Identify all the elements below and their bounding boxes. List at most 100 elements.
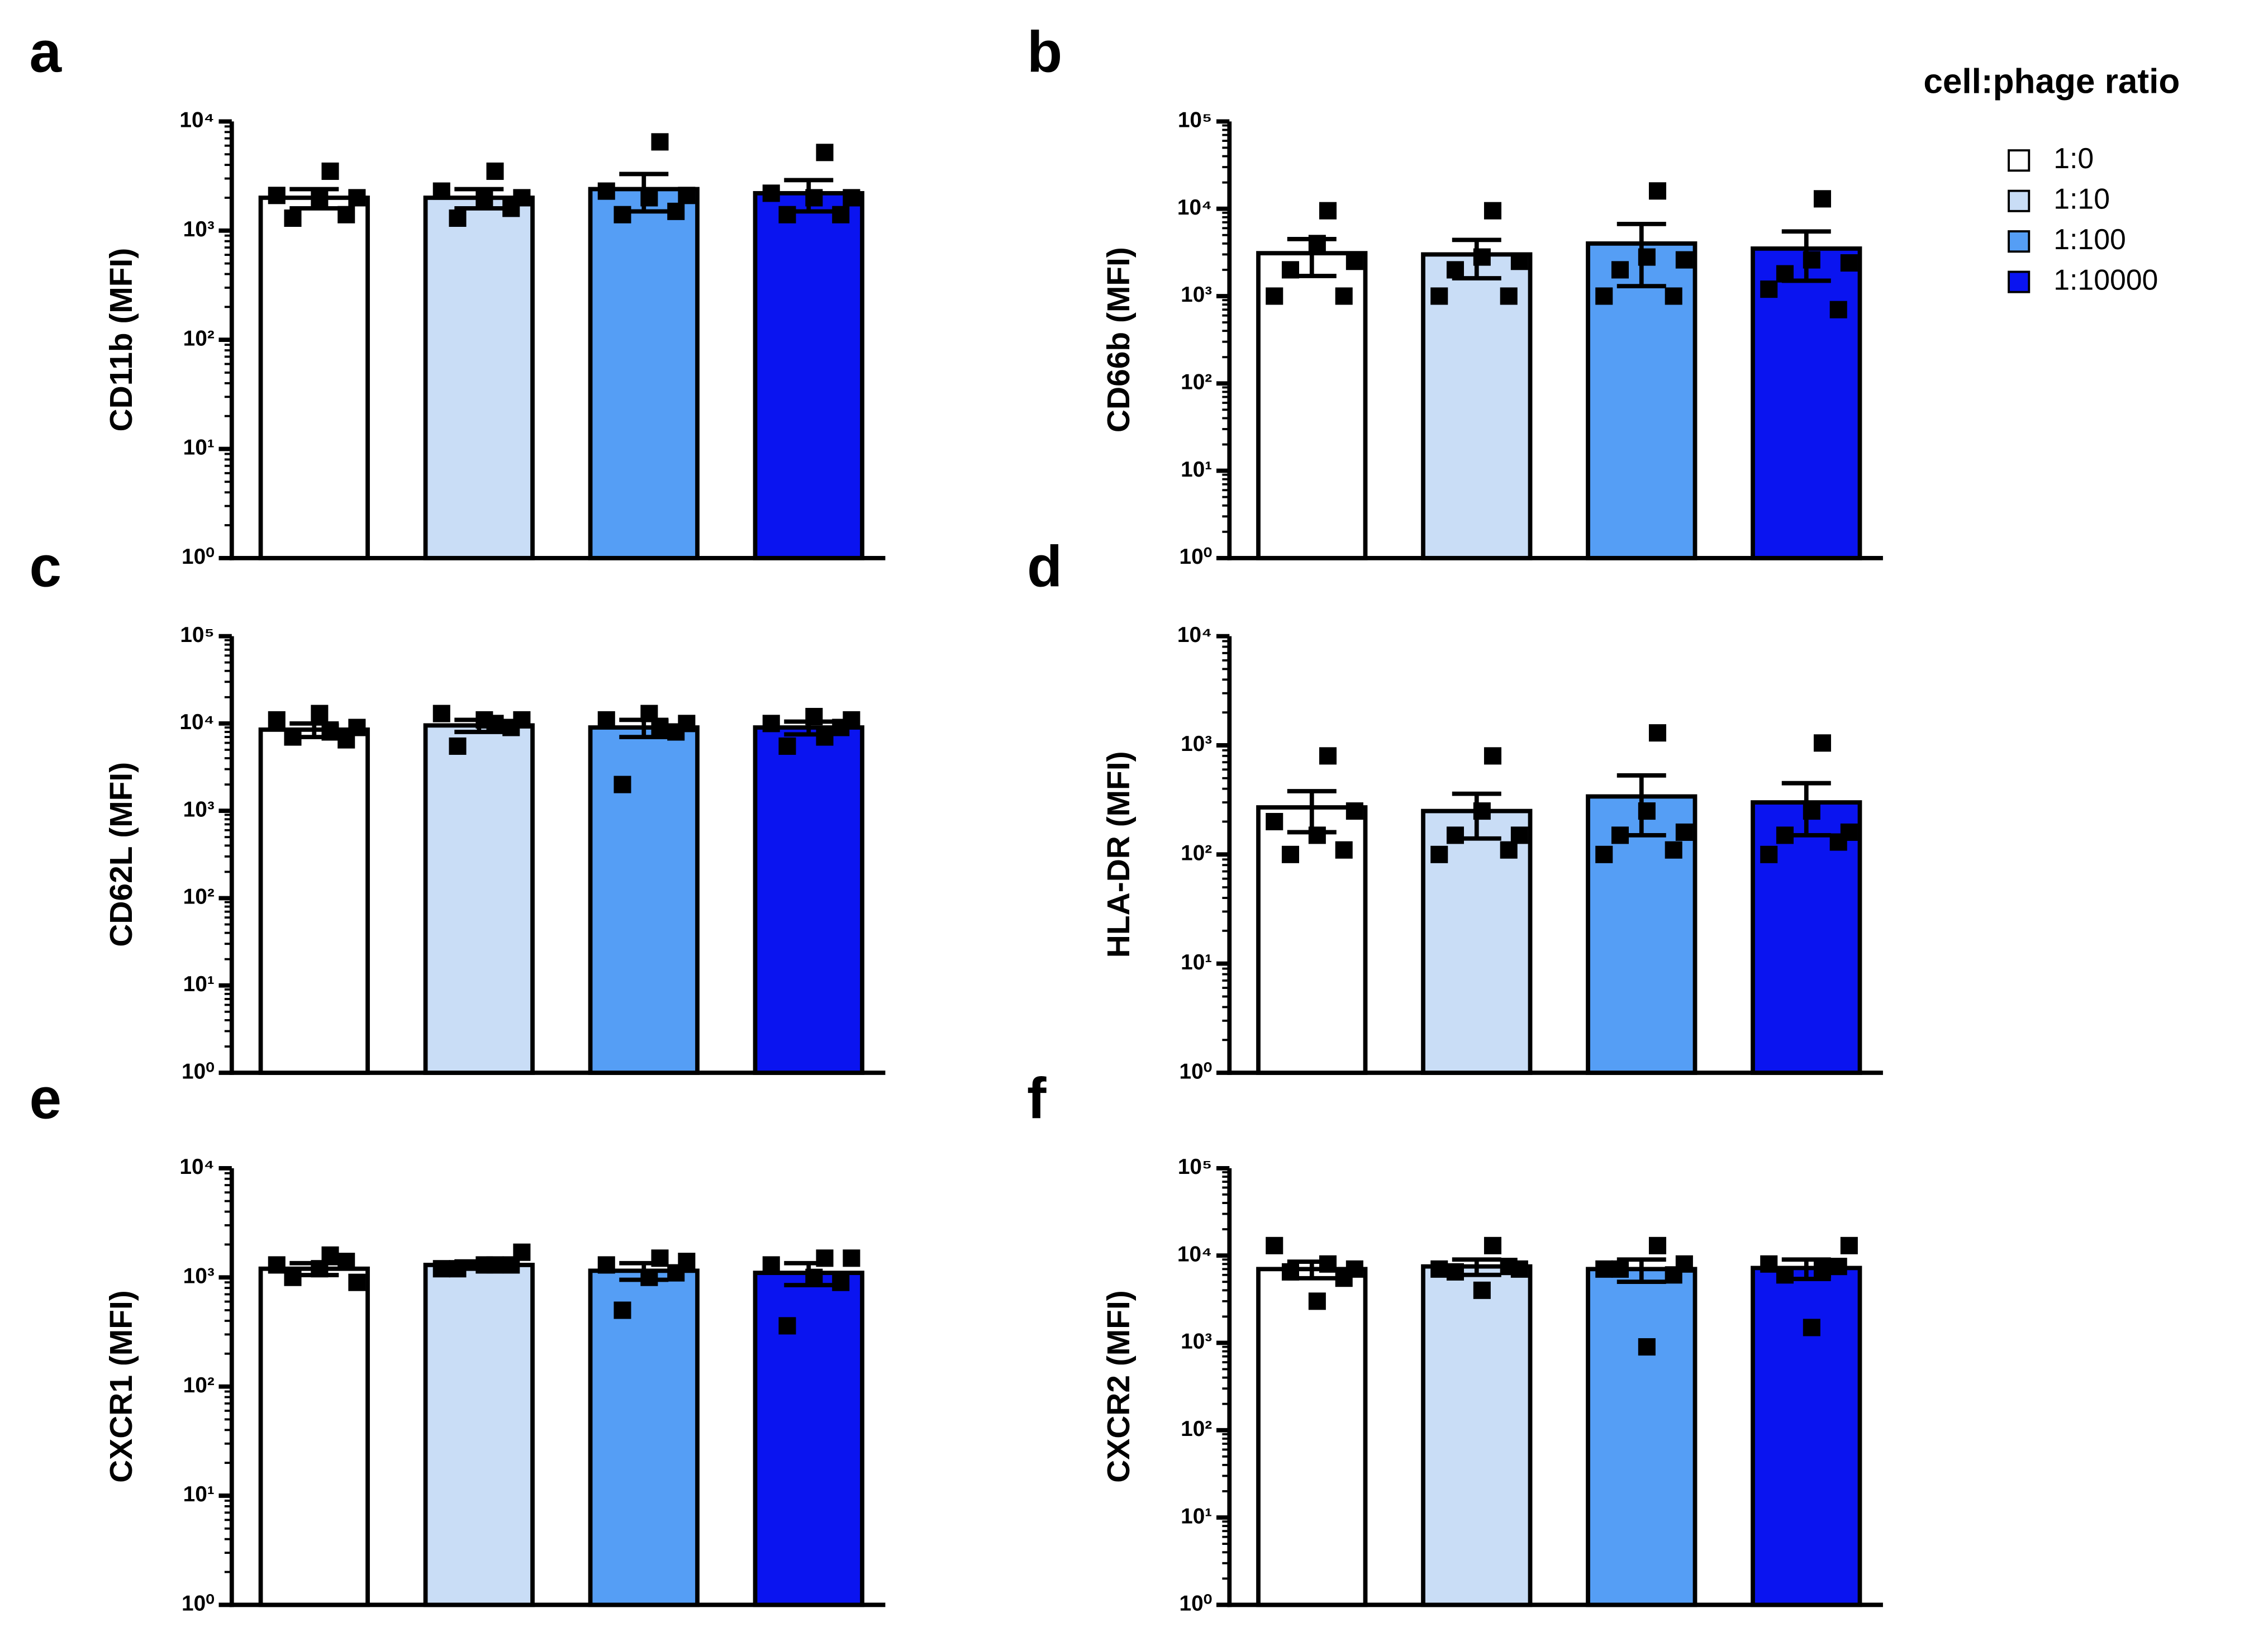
data-point [1595, 287, 1613, 305]
data-point [1675, 1255, 1693, 1273]
y-tick-label: 10³ [183, 797, 215, 821]
panel-label: e [30, 1066, 62, 1131]
panel-label: f [1027, 1066, 1047, 1131]
legend-swatch [2008, 149, 2031, 172]
y-tick-label: 10¹ [183, 972, 215, 996]
data-point [651, 133, 669, 151]
data-point [1648, 182, 1667, 200]
bar [1751, 1266, 1862, 1607]
data-point [640, 705, 658, 722]
data-point [762, 184, 780, 202]
y-tick-label: 10¹ [1181, 458, 1212, 482]
data-point [1500, 841, 1518, 859]
y-tick-label: 10³ [183, 1264, 215, 1288]
data-point [1500, 287, 1518, 305]
y-tick-label: 10⁵ [1178, 108, 1212, 132]
legend-swatch [2008, 230, 2031, 253]
y-tick-label: 10⁴ [179, 1155, 214, 1179]
data-point [284, 209, 302, 227]
y-tick-label: 10⁴ [1177, 1242, 1212, 1266]
y-tick-label: 10⁴ [179, 710, 214, 734]
data-point [476, 189, 493, 207]
data-point [1611, 826, 1629, 844]
bar [423, 196, 535, 560]
y-tick-label: 10⁰ [182, 1592, 215, 1616]
legend-swatch [2008, 270, 2031, 293]
panel-label: a [30, 19, 63, 84]
data-point [1840, 254, 1858, 272]
data-point [1840, 823, 1858, 841]
data-point [1648, 1236, 1667, 1254]
data-point [1776, 826, 1794, 844]
data-point [1813, 1260, 1832, 1278]
y-tick-label: 10¹ [183, 436, 215, 460]
data-point [1484, 747, 1502, 765]
data-point [640, 189, 658, 207]
data-point [1803, 1319, 1820, 1336]
data-point [311, 189, 329, 207]
data-point [284, 728, 302, 746]
data-point [1829, 1258, 1847, 1276]
data-point [321, 162, 339, 180]
data-point [1446, 261, 1465, 279]
bar [1421, 1264, 1533, 1607]
data-point [337, 206, 355, 223]
data-point [1829, 301, 1847, 318]
data-point [284, 1268, 302, 1286]
legend-title: cell:phage ratio [1923, 62, 2180, 101]
bar [753, 725, 864, 1075]
data-point [843, 711, 860, 729]
data-point [614, 776, 631, 793]
y-axis-label: CXCR1 (MFI) [103, 1290, 139, 1483]
data-point [597, 182, 615, 200]
y-axis-label: CXCR2 (MFI) [1101, 1290, 1137, 1483]
data-point [778, 1317, 796, 1335]
data-point [449, 737, 467, 755]
data-point [1484, 1236, 1502, 1254]
data-point [1484, 202, 1502, 220]
data-point [1760, 845, 1778, 863]
data-point [678, 1253, 696, 1271]
data-point [678, 715, 696, 732]
data-point [1611, 1260, 1629, 1278]
data-point [1473, 1281, 1491, 1299]
y-tick-label: 10³ [183, 217, 215, 241]
data-point [1803, 802, 1820, 820]
y-tick-label: 10³ [1181, 283, 1212, 307]
data-point [1430, 845, 1448, 863]
bar [588, 1268, 700, 1607]
data-point [1281, 845, 1300, 863]
y-axis-label: CD62L (MFI) [103, 762, 139, 947]
y-tick-label: 10⁰ [1180, 545, 1213, 569]
y-axis-label: HLA-DR (MFI) [1101, 751, 1137, 958]
data-point [1813, 734, 1832, 752]
data-point [1510, 826, 1528, 844]
data-point [651, 1249, 669, 1267]
data-point [1345, 253, 1363, 270]
y-tick-label: 10² [183, 1373, 215, 1397]
data-point [1648, 724, 1667, 742]
data-point [1473, 248, 1491, 266]
y-tick-label: 10¹ [183, 1482, 215, 1506]
data-point [1319, 747, 1337, 765]
data-point [1281, 261, 1300, 279]
data-point [513, 189, 531, 207]
data-point [1308, 235, 1326, 253]
y-tick-label: 10⁵ [180, 623, 214, 647]
data-point [1813, 190, 1832, 208]
y-tick-label: 10² [1181, 370, 1212, 394]
data-point [432, 182, 450, 200]
data-point [1335, 287, 1353, 305]
data-point [311, 705, 329, 722]
data-point [1760, 280, 1778, 298]
panel-label: c [30, 534, 62, 598]
data-point [597, 1256, 615, 1274]
legend-label: 1:0 [2053, 142, 2094, 174]
bar [1421, 252, 1533, 560]
data-point [1319, 202, 1337, 220]
y-tick-label: 10⁰ [182, 545, 215, 569]
data-point [762, 1256, 780, 1274]
data-point [816, 144, 834, 161]
data-point [816, 1249, 834, 1267]
y-tick-label: 10² [183, 885, 215, 909]
